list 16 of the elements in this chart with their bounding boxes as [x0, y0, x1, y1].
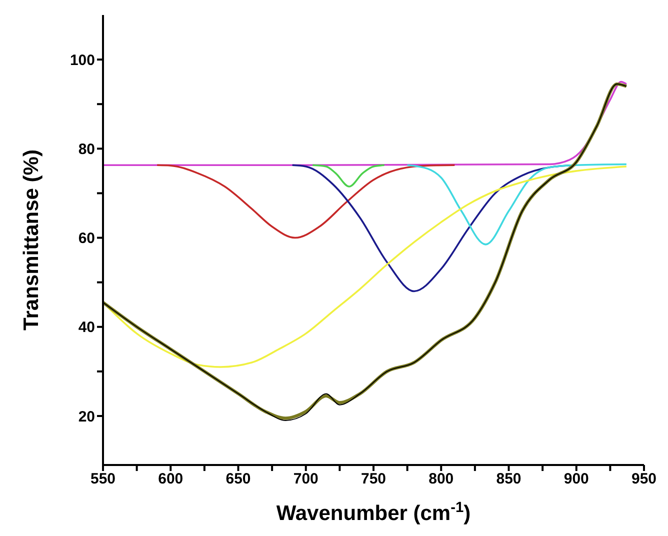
x-tick-label: 850: [496, 470, 522, 488]
y-axis-title: Transmittanse (%): [20, 150, 43, 330]
x-tick-label: 650: [226, 470, 251, 488]
x-tick-label: 900: [564, 470, 589, 488]
x-tick-label: 700: [293, 470, 318, 488]
x-tick-label: 800: [428, 470, 454, 488]
x-tick-label: 600: [158, 470, 184, 488]
x-tick-label: 750: [360, 470, 386, 488]
y-tick-label: 20: [78, 408, 95, 426]
y-tick-label: 60: [78, 230, 95, 248]
x-tick-label: 550: [90, 470, 116, 488]
y-tick-label: 40: [78, 319, 95, 336]
y-tick-label: 100: [70, 52, 95, 69]
x-axis-title: Wavenumber (cm$^{-1}$): [276, 500, 471, 525]
y-tick-label: 80: [78, 140, 95, 158]
x-tick-label: 950: [631, 470, 657, 488]
